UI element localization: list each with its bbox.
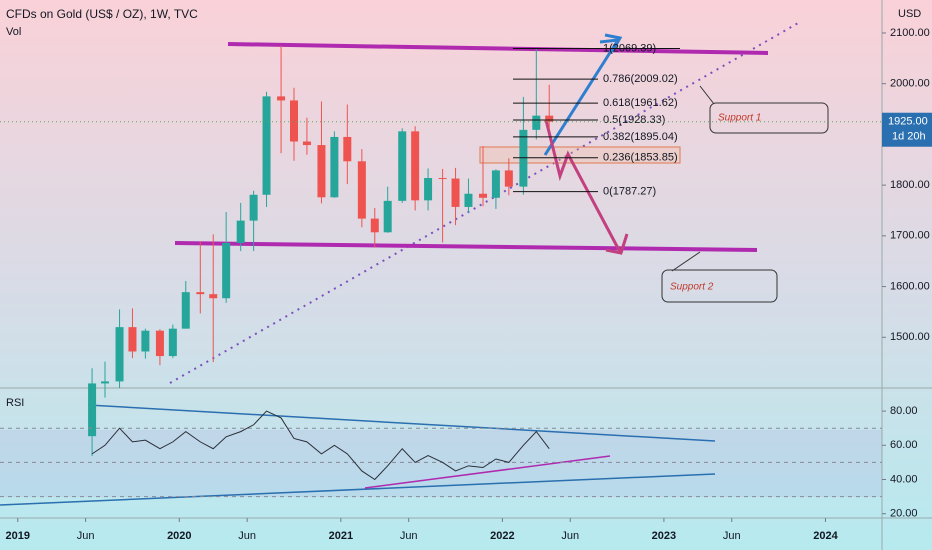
x-tick-label: Jun bbox=[723, 530, 741, 542]
x-tick-label: Jun bbox=[400, 530, 418, 542]
candle-body bbox=[236, 220, 245, 243]
x-tick-label: 2019 bbox=[6, 530, 30, 542]
arrow bbox=[544, 119, 622, 253]
arrow-head bbox=[604, 33, 623, 53]
y-tick-label: 1600.00 bbox=[890, 280, 930, 292]
callout bbox=[661, 269, 778, 303]
y-tick-label: 40.00 bbox=[890, 473, 918, 485]
candle-body bbox=[155, 330, 164, 357]
candle-body bbox=[343, 136, 352, 162]
candle-body bbox=[141, 330, 150, 352]
fib-label: 1(2069.39) bbox=[603, 42, 656, 54]
y-tick-label: 80.00 bbox=[890, 405, 918, 417]
support-line bbox=[174, 241, 758, 252]
axis-unit: USD bbox=[898, 8, 921, 20]
arrow-head bbox=[605, 233, 629, 255]
price-tag bbox=[882, 112, 932, 147]
candle-body bbox=[357, 161, 366, 219]
candle-body bbox=[222, 242, 231, 299]
price-tag-label: 1925.00 bbox=[888, 116, 928, 128]
y-tick-label: 1500.00 bbox=[890, 331, 930, 343]
y-tick-label: 1800.00 bbox=[890, 179, 930, 191]
x-tick-label: Jun bbox=[77, 530, 95, 542]
candle-body bbox=[249, 194, 258, 221]
candle-body bbox=[115, 327, 124, 382]
candle-body bbox=[370, 218, 379, 233]
fib-label: 0.382(1895.04) bbox=[603, 131, 678, 143]
y-tick-label: 60.00 bbox=[890, 439, 918, 451]
fib-label: 0.786(2009.02) bbox=[603, 73, 678, 85]
x-tick-label: 2023 bbox=[652, 530, 676, 542]
candle-body bbox=[88, 383, 97, 437]
x-tick-label: 2024 bbox=[813, 530, 838, 542]
candle-body bbox=[411, 131, 420, 201]
annotation: Support 1 bbox=[718, 113, 761, 124]
fib-label: 0.618(1961.62) bbox=[603, 97, 678, 109]
candle-body bbox=[398, 131, 407, 201]
candle-body bbox=[464, 193, 473, 207]
countdown: 1d 20h bbox=[892, 131, 926, 143]
candle-body bbox=[504, 170, 513, 187]
pane-label: Vol bbox=[6, 26, 21, 38]
callout-pointer bbox=[699, 85, 715, 105]
candle-body bbox=[317, 145, 326, 198]
candle-body bbox=[302, 141, 311, 146]
chart-title: CFDs on Gold (US$ / OZ), 1W, TVC bbox=[6, 7, 198, 21]
y-tick-label: 1700.00 bbox=[890, 230, 930, 242]
x-tick-label: Jun bbox=[561, 530, 579, 542]
candle-body bbox=[290, 100, 298, 142]
pane-label: RSI bbox=[6, 397, 24, 409]
fib-label: 0.236(1853.85) bbox=[603, 152, 678, 164]
candle-body bbox=[277, 96, 286, 101]
x-tick-label: 2022 bbox=[490, 530, 514, 542]
fib-label: 0(1787.27) bbox=[603, 185, 656, 197]
candle-body bbox=[101, 381, 109, 384]
candle-body bbox=[479, 193, 487, 198]
rsi-line bbox=[91, 410, 550, 481]
candle-body bbox=[451, 178, 460, 207]
candle-body bbox=[209, 294, 218, 299]
candle-body bbox=[532, 115, 541, 130]
fib-label: 0.5(1928.33) bbox=[603, 114, 665, 126]
callout bbox=[709, 102, 829, 134]
candle-body bbox=[491, 170, 500, 198]
candle-body bbox=[438, 178, 447, 180]
y-tick-label: 20.00 bbox=[890, 508, 918, 520]
rsi-trend bbox=[364, 455, 611, 489]
candle-body bbox=[330, 136, 339, 198]
x-tick-label: Jun bbox=[238, 530, 256, 542]
candle-body bbox=[424, 178, 433, 201]
candle-body bbox=[128, 327, 137, 352]
callout-pointer bbox=[671, 251, 701, 272]
candle-body bbox=[545, 115, 554, 122]
y-tick-label: 2100.00 bbox=[890, 27, 930, 39]
y-tick-label: 2000.00 bbox=[890, 78, 930, 90]
candle-body bbox=[168, 328, 177, 357]
candle-body bbox=[262, 96, 271, 195]
candle-body bbox=[196, 292, 205, 295]
rsi-band bbox=[0, 430, 882, 497]
zone bbox=[479, 146, 681, 164]
annotation: Support 2 bbox=[670, 282, 714, 293]
rsi-trend bbox=[0, 473, 716, 506]
x-tick-label: 2021 bbox=[329, 530, 353, 542]
resistance-line bbox=[227, 42, 769, 55]
candle-body bbox=[181, 292, 190, 329]
candle-body bbox=[383, 200, 392, 233]
rsi-trend bbox=[87, 404, 716, 442]
x-tick-label: 2020 bbox=[167, 530, 191, 542]
